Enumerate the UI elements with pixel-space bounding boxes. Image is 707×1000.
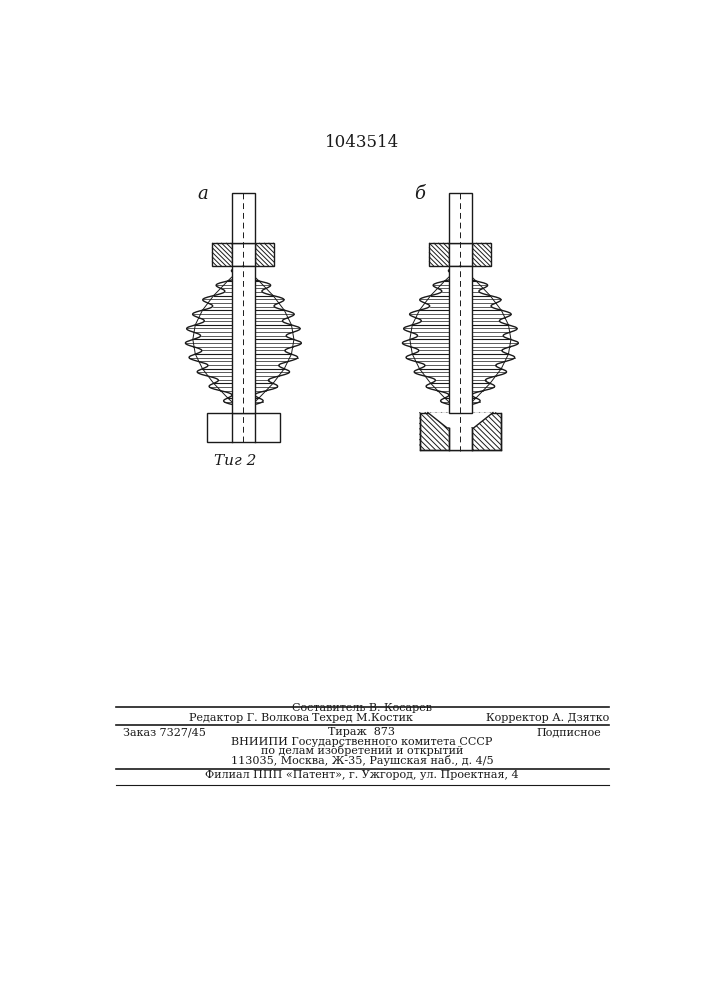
Bar bbox=[232, 266, 255, 413]
Text: б: б bbox=[414, 185, 426, 203]
Polygon shape bbox=[428, 413, 493, 450]
Bar bbox=[420, 413, 501, 450]
Text: Редактор Г. Волкова: Редактор Г. Волкова bbox=[189, 713, 310, 723]
Bar bbox=[206, 413, 280, 442]
Text: Составитель В. Косарев: Составитель В. Косарев bbox=[292, 703, 432, 713]
Text: а: а bbox=[198, 185, 209, 203]
Text: по делам изобретений и открытий: по делам изобретений и открытий bbox=[261, 745, 463, 756]
Bar bbox=[472, 243, 491, 266]
Bar bbox=[232, 243, 255, 266]
Text: Τиг 2: Τиг 2 bbox=[214, 454, 257, 468]
Text: Филиал ППП «Патент», г. Ужгород, ул. Проектная, 4: Филиал ППП «Патент», г. Ужгород, ул. Про… bbox=[205, 770, 519, 780]
Text: Техред М.Костик: Техред М.Костик bbox=[312, 713, 412, 723]
Bar bbox=[429, 243, 449, 266]
Text: ВНИИПИ Государственного комитета СССР: ВНИИПИ Государственного комитета СССР bbox=[231, 737, 493, 747]
Text: Тираж  873: Тираж 873 bbox=[329, 727, 395, 737]
Bar bbox=[449, 428, 472, 450]
Bar bbox=[449, 193, 472, 243]
Text: Заказ 7327/45: Заказ 7327/45 bbox=[123, 727, 206, 737]
Text: Корректор А. Дзятко: Корректор А. Дзятко bbox=[486, 713, 609, 723]
Bar bbox=[449, 266, 472, 413]
Bar bbox=[232, 193, 255, 243]
Text: Подписное: Подписное bbox=[537, 727, 602, 737]
Bar bbox=[255, 243, 274, 266]
Bar bbox=[449, 243, 472, 266]
Text: 113035, Москва, Ж-35, Раушская наб., д. 4/5: 113035, Москва, Ж-35, Раушская наб., д. … bbox=[230, 755, 493, 766]
Bar bbox=[212, 243, 232, 266]
Text: 1043514: 1043514 bbox=[325, 134, 399, 151]
